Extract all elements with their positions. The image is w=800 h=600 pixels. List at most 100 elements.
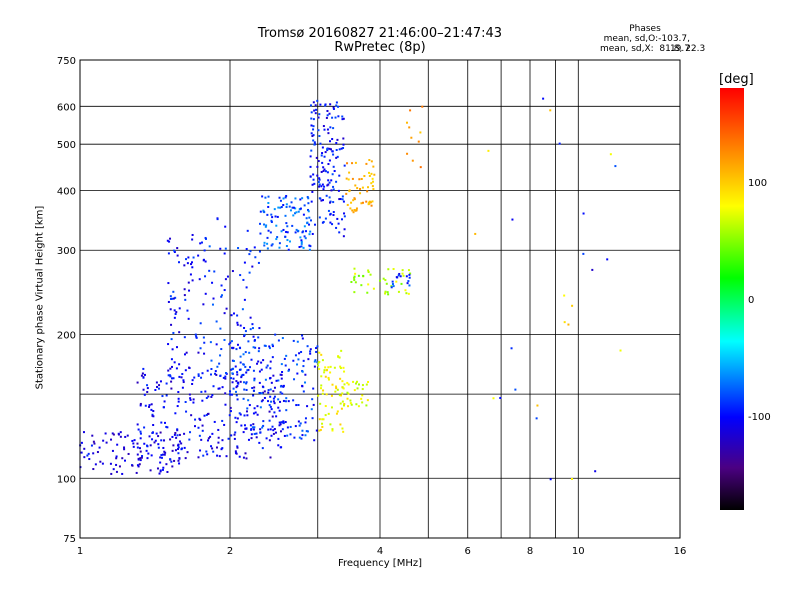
scatter-point [351,209,354,212]
scatter-point [229,341,232,344]
scatter-point [390,285,393,288]
scatter-point [352,211,355,214]
scatter-point [382,277,385,280]
scatter-point [176,254,179,257]
scatter-point [314,359,317,362]
scatter-point [253,339,256,342]
scatter-point [256,413,259,416]
scatter-point [309,245,312,248]
scatter-point [184,353,187,356]
scatter-point [326,114,329,117]
scatter-point [365,200,368,203]
scatter-point [230,340,233,343]
scatter-point [197,254,200,257]
scatter-point [181,386,184,389]
scatter-point [178,457,181,460]
scatter-point [331,429,334,432]
scatter-point [259,431,262,434]
scatter-point [198,434,201,437]
scatter-point [178,363,181,366]
scatter-point [563,294,566,297]
scatter-point [178,375,181,378]
scatter-point [170,380,173,383]
scatter-point [331,223,334,226]
scatter-point [176,429,179,432]
scatter-point [248,404,251,407]
scatter-point [223,289,226,292]
scatter-point [330,406,333,409]
scatter-point [536,404,539,407]
scatter-point [324,375,327,378]
scatter-point [223,423,226,426]
scatter-point [339,367,342,370]
scatter-point [242,353,245,356]
scatter-point [88,458,91,461]
scatter-point [365,404,368,407]
scatter-point [373,173,376,176]
scatter-point [390,286,393,289]
scatter-point [245,286,248,289]
scatter-point [309,352,312,355]
scatter-point [269,231,272,234]
scatter-point [237,381,240,384]
scatter-point [363,175,366,178]
scatter-point [333,366,336,369]
scatter-point [171,435,174,438]
scatter-point [151,438,154,441]
scatter-point [311,183,314,186]
scatter-point [165,425,168,428]
scatter-point [234,450,237,453]
scatter-point [221,386,224,389]
scatter-point [285,397,288,400]
scatter-point [474,232,477,235]
scatter-point [121,472,124,475]
scatter-point [242,373,245,376]
scatter-point [330,179,333,182]
scatter-point [340,394,343,397]
scatter-point [321,422,324,425]
scatter-point [211,303,214,306]
scatter-point [183,446,186,449]
scatter-point [265,437,268,440]
scatter-point [254,346,257,349]
scatter-point [139,450,142,453]
scatter-point [220,294,223,297]
stats-title: Phases [629,24,661,34]
x-tick-label: 16 [674,546,687,557]
scatter-point [320,387,323,390]
scatter-point [249,328,252,331]
scatter-point [232,346,235,349]
scatter-point [336,217,339,220]
scatter-point [244,427,247,430]
scatter-point [328,147,331,150]
scatter-point [198,278,201,281]
scatter-point [182,381,185,384]
y-tick-labels: 75 100 200 300 400 500 600 750 [57,56,76,545]
scatter-point [335,101,338,104]
scatter-point [202,303,205,306]
scatter-point [178,331,181,334]
scatter-point [324,170,327,173]
scatter-point [174,412,177,415]
scatter-point [233,437,236,440]
scatter-point [337,189,340,192]
scatter-point [110,438,113,441]
scatter-point [204,292,207,295]
scatter-point [284,400,287,403]
scatter-point [384,292,387,295]
scatter-point [149,444,152,447]
scatter-point [231,359,234,362]
scatter-point [239,324,242,327]
scatter-point [355,403,358,406]
scatter-point [139,457,142,460]
scatter-point [295,211,298,214]
y-tick-label: 500 [57,140,76,151]
scatter-point [272,374,275,377]
scatter-point [197,426,200,429]
scatter-point [324,366,327,369]
scatter-point [316,174,319,177]
scatter-point [94,463,97,466]
scatter-point [302,365,305,368]
scatter-point [558,142,561,145]
scatter-point [269,456,272,459]
